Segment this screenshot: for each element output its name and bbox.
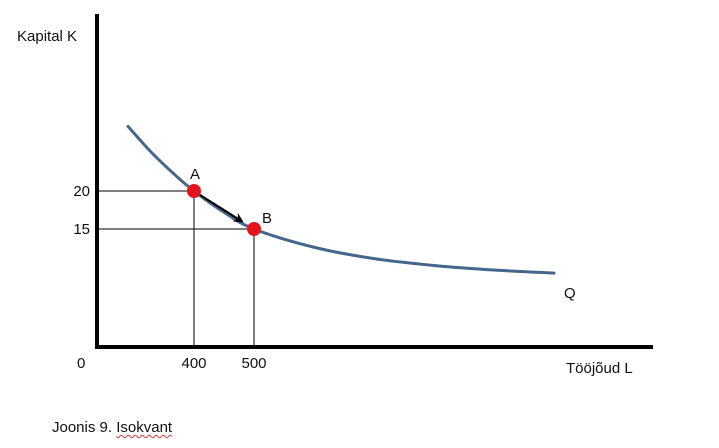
x-tick-label: 400 [181, 355, 206, 372]
figure-caption: Joonis 9. Isokvant [52, 419, 172, 436]
point-a-label: A [190, 166, 200, 183]
y-tick-label: 20 [73, 183, 90, 200]
curve-label-q: Q [564, 285, 576, 302]
arrow-a-to-b [199, 194, 244, 223]
origin-label: 0 [77, 355, 85, 372]
caption-prefix: Joonis 9. [52, 419, 117, 436]
isoquant-curve-q [126, 124, 556, 275]
point-b-marker [247, 222, 261, 236]
y-tick-label: 15 [73, 221, 90, 238]
point-b-label: B [262, 210, 272, 227]
x-axis-title: Tööjõud L [566, 360, 633, 377]
x-tick-label: 500 [241, 355, 266, 372]
point-a-marker [187, 184, 201, 198]
y-axis-title: Kapital K [17, 28, 77, 45]
caption-title: Isokvant [116, 419, 173, 436]
guide-lines [97, 190, 255, 347]
